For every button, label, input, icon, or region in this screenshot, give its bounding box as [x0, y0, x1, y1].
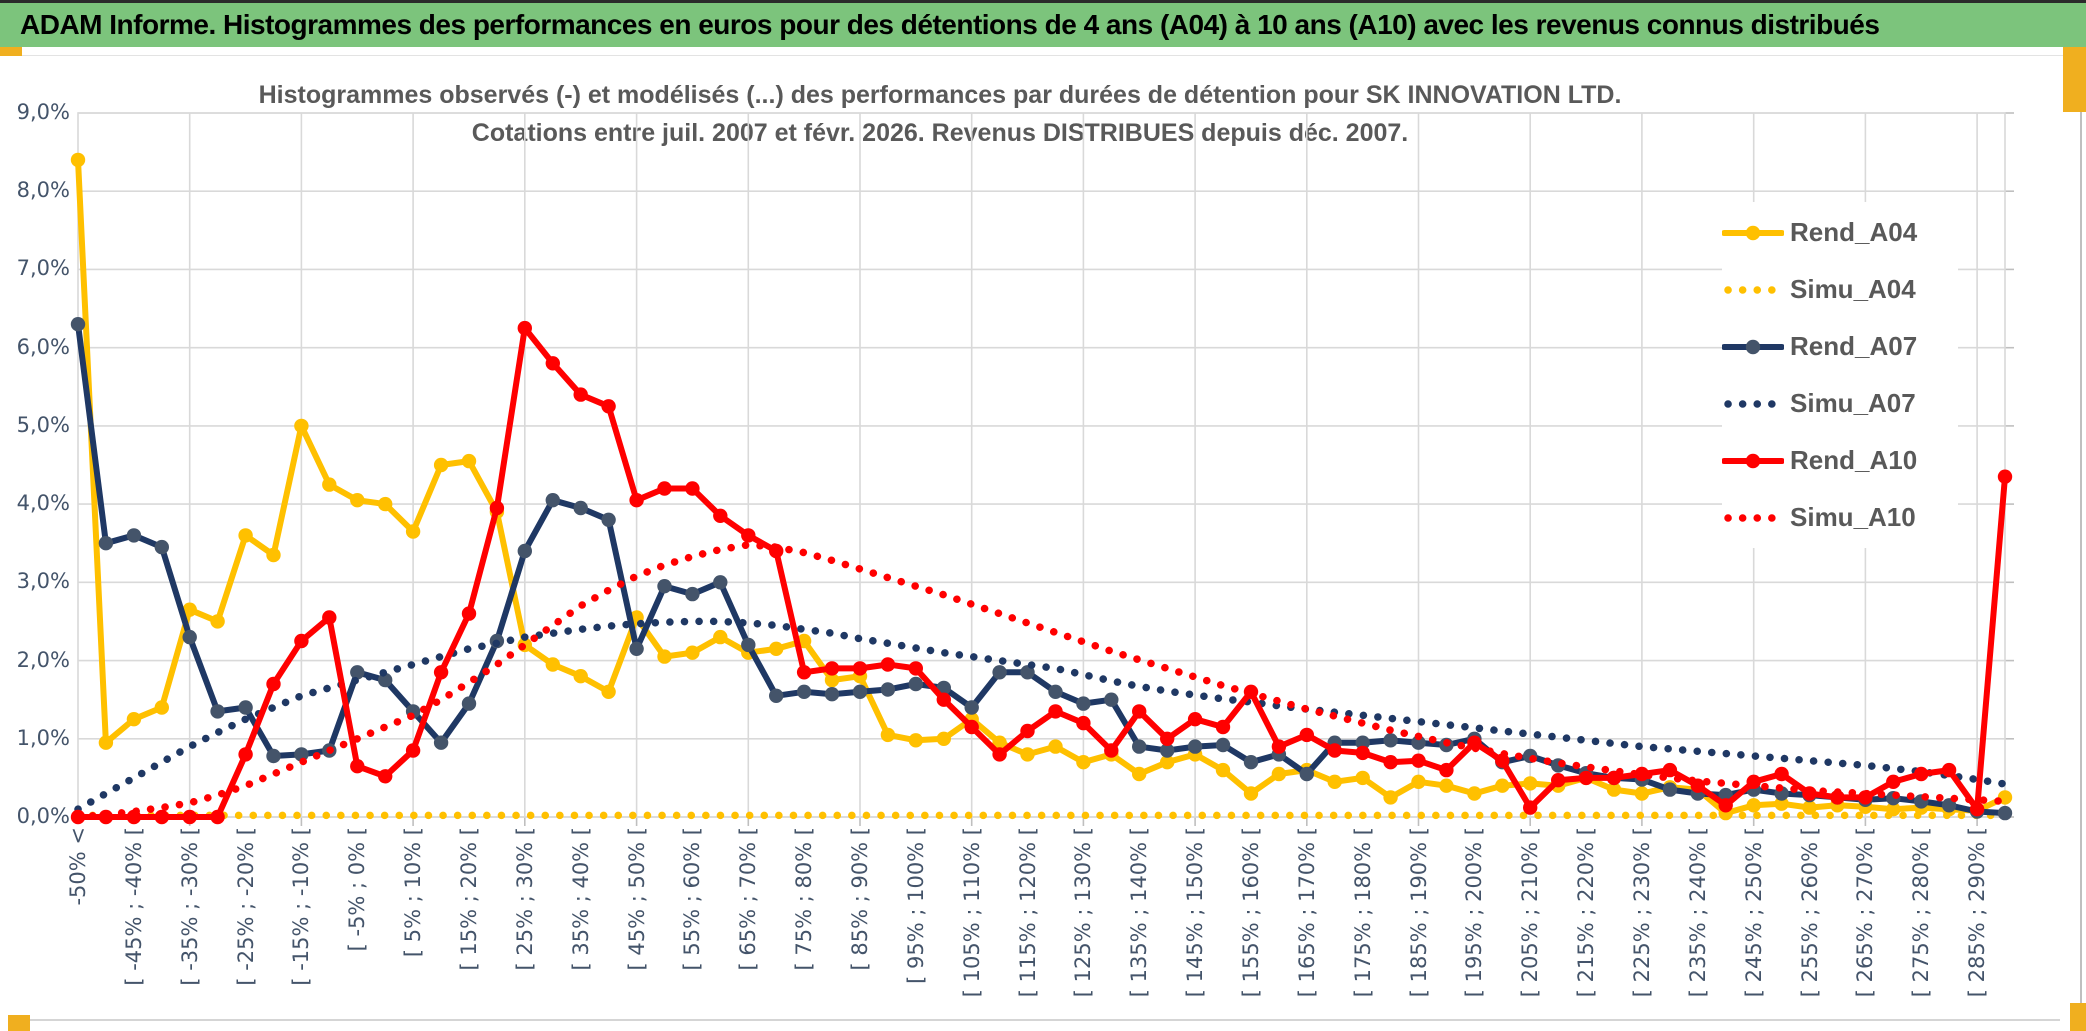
legend-swatch-Rend_A07 — [1722, 339, 1784, 354]
y-tick-label: 5,0% — [16, 412, 70, 437]
legend-swatch-Simu_A04 — [1724, 285, 1784, 294]
legend-label-Simu_A10: Simu_A10 — [1790, 502, 1916, 532]
chart-object-top-border — [22, 55, 2063, 56]
legend-item-Simu_A07: Simu_A07 — [1722, 375, 1958, 432]
legend-label-Simu_A07: Simu_A07 — [1790, 388, 1916, 418]
chart-title-line1: Histogrammes observés (-) et modélisés (… — [258, 81, 1622, 109]
legend-label-Rend_A07: Rend_A07 — [1790, 331, 1918, 361]
y-tick-label: 7,0% — [16, 256, 70, 281]
legend-label-Rend_A10: Rend_A10 — [1790, 445, 1918, 475]
legend-item-Simu_A10: Simu_A10 — [1722, 489, 1958, 546]
chart-object-bottom-border — [30, 1019, 2060, 1021]
slide-title-bar: ADAM Informe. Histogrammes des performan… — [0, 0, 2086, 47]
chart-title: Histogrammes observés (-) et modélisés (… — [75, 76, 1805, 152]
slide-title: ADAM Informe. Histogrammes des performan… — [20, 9, 1880, 40]
y-tick-label: 4,0% — [16, 491, 70, 516]
legend-item-Rend_A07: Rend_A07 — [1722, 318, 1958, 375]
legend-item-Rend_A10: Rend_A10 — [1722, 432, 1958, 489]
legend-label-Rend_A04: Rend_A04 — [1790, 217, 1918, 247]
legend-swatch-Rend_A04 — [1722, 225, 1784, 240]
legend-item-Rend_A04: Rend_A04 — [1722, 204, 1958, 261]
legend-swatch-Simu_A07 — [1724, 399, 1784, 408]
y-tick-label: 2,0% — [16, 647, 70, 672]
chart-object-right-border — [2080, 112, 2082, 1003]
y-tick-label: 8,0% — [16, 178, 70, 203]
y-tick-label: 1,0% — [16, 725, 70, 750]
accent-top-right — [2063, 47, 2086, 112]
y-tick-label: 9,0% — [16, 100, 70, 124]
y-tick-label: 6,0% — [16, 334, 70, 359]
accent-bottom-right — [2070, 1003, 2086, 1031]
legend-swatch-Simu_A10 — [1724, 513, 1784, 522]
chart-legend: Rend_A04 Simu_A04 Rend_A07 Simu_A07 Rend… — [1722, 202, 1958, 548]
legend-label-Simu_A04: Simu_A04 — [1790, 274, 1916, 304]
legend-item-Simu_A04: Simu_A04 — [1722, 261, 1958, 318]
y-tick-label: 0,0% — [16, 804, 70, 828]
accent-bottom-left — [8, 1015, 30, 1031]
accent-top-left — [0, 47, 22, 56]
chart-title-line2: Cotations entre juil. 2007 et févr. 2026… — [471, 119, 1409, 147]
legend-swatch-Rend_A10 — [1722, 453, 1784, 468]
y-tick-label: 3,0% — [16, 569, 70, 594]
